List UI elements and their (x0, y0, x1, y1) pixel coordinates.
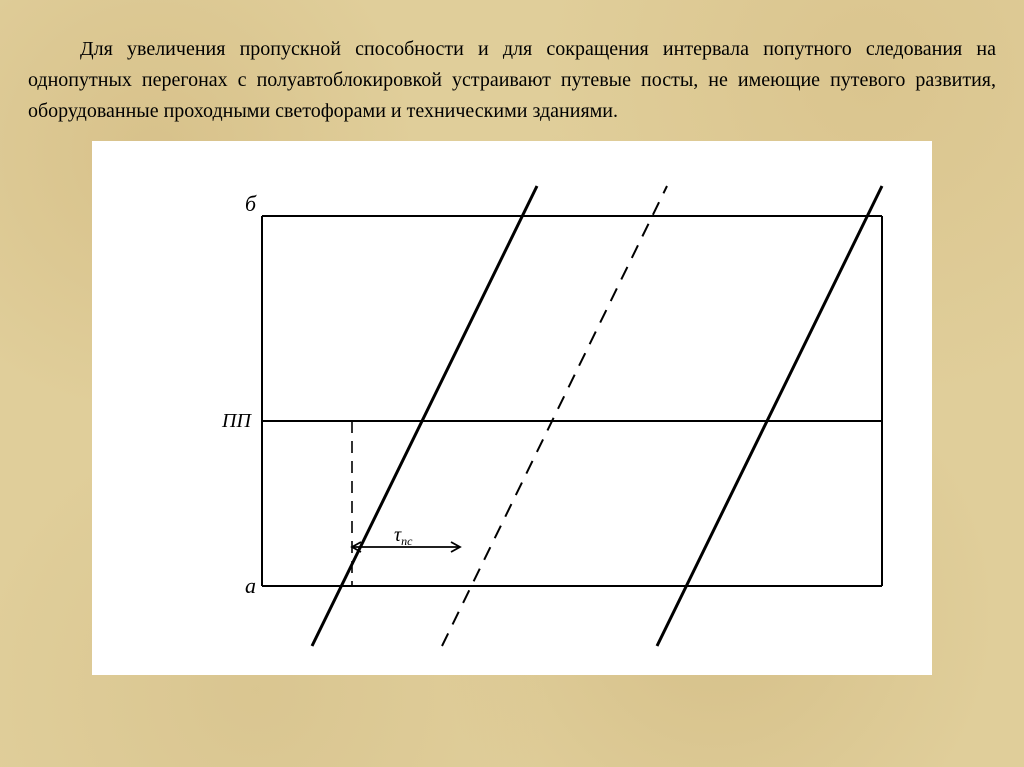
diagram-svg: б ПП а τпс (92, 141, 932, 675)
description-text: Для увеличения пропускной способности и … (28, 38, 996, 122)
axis-label-bottom: а (245, 573, 256, 598)
diag-mid-dashed (442, 186, 667, 646)
axis-label-middle: ПП (221, 410, 252, 432)
diagram-panel: б ПП а τпс (92, 141, 932, 675)
description-paragraph: Для увеличения пропускной способности и … (28, 34, 996, 127)
diag-left-solid (312, 186, 537, 646)
diag-right-solid (657, 186, 882, 646)
axis-label-top: б (245, 191, 257, 216)
interval-label: τпс (394, 524, 413, 548)
